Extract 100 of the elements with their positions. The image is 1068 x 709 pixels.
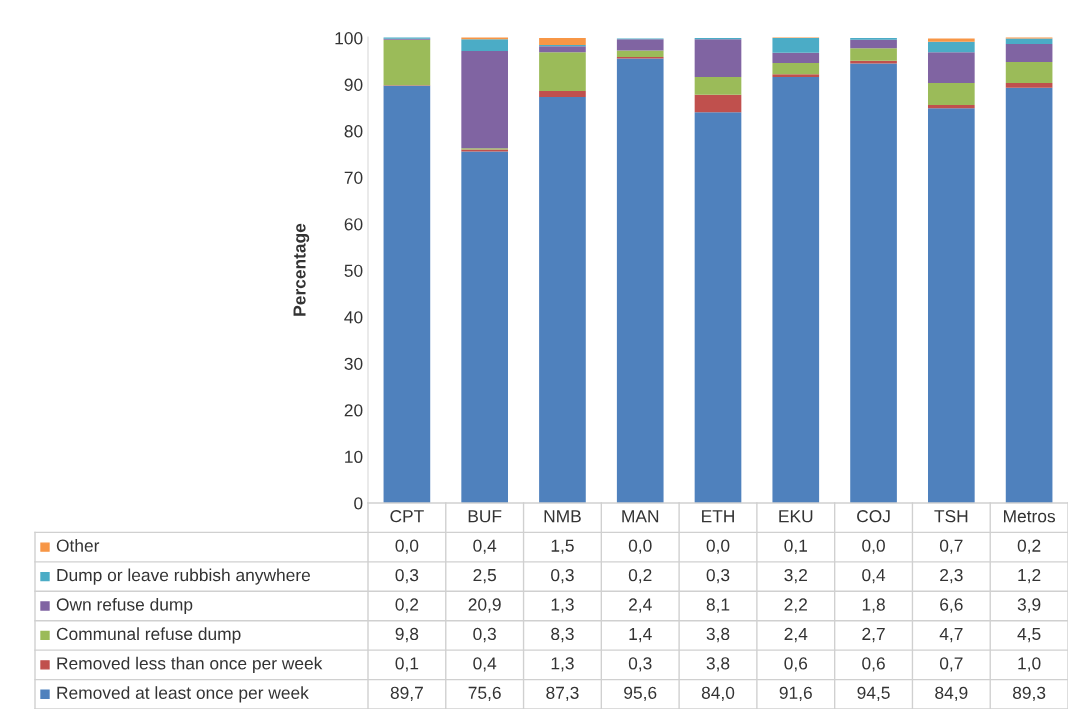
data-label: 2,3	[940, 568, 963, 584]
data-label: 6,6	[940, 598, 963, 613]
data-label: 0,4	[862, 568, 886, 584]
data-label: 2,2	[784, 598, 807, 613]
bar	[928, 41, 975, 53]
y-tick-label: 100	[335, 32, 363, 45]
y-tick-label: 0	[354, 497, 363, 510]
data-label: 4,7	[939, 627, 963, 643]
y-tick-label: 50	[344, 264, 363, 277]
data-label: 0,1	[784, 539, 807, 554]
x-tick-label: BUF	[468, 510, 502, 523]
data-label: 91,6	[779, 686, 812, 701]
legend-label: Dump or leave rubbish anywhere	[57, 568, 310, 585]
bar	[539, 46, 586, 53]
data-label: 0,3	[628, 657, 652, 672]
y-tick-label: 30	[344, 357, 363, 370]
data-label: 89,3	[1012, 686, 1046, 701]
bar	[383, 39, 431, 86]
data-label: 1,2	[1018, 568, 1041, 584]
data-label: 1,3	[551, 657, 574, 672]
legend-label: Removed at least once per week	[57, 686, 309, 703]
data-label: 20,9	[468, 598, 501, 613]
data-label: 0,6	[784, 657, 808, 672]
x-tick-label: EKU	[779, 510, 813, 523]
bar	[1005, 83, 1053, 88]
legend-label: Communal refuse dump	[56, 627, 241, 644]
bar	[694, 77, 742, 95]
data-label: 1,5	[551, 539, 574, 554]
data-label: 3,9	[1017, 598, 1041, 613]
bar	[539, 96, 586, 503]
bar	[616, 58, 664, 503]
data-label: 2,7	[862, 627, 885, 643]
data-label: 1,3	[551, 598, 574, 613]
bar	[850, 63, 897, 503]
data-label: 0,3	[395, 568, 419, 584]
bar	[1005, 62, 1053, 84]
data-label: 2,4	[784, 627, 808, 643]
data-label: 1,8	[862, 598, 885, 613]
data-label: 89,7	[390, 686, 423, 701]
bar	[772, 77, 820, 503]
bar	[694, 94, 742, 113]
bar	[1005, 38, 1053, 44]
x-tick-label: ETH	[702, 510, 734, 523]
bar	[850, 39, 897, 49]
data-label: 8,1	[706, 598, 730, 613]
y-tick-label: 10	[345, 450, 363, 463]
y-tick-label: 90	[344, 78, 363, 91]
data-label: 3,8	[706, 627, 730, 643]
bar	[928, 83, 975, 105]
bar	[1005, 43, 1053, 63]
data-label: 4,5	[1017, 627, 1041, 643]
data-label: 3,2	[784, 568, 807, 584]
data-label: 0,0	[706, 539, 730, 554]
y-tick-label: 60	[344, 218, 363, 231]
bar	[772, 63, 820, 75]
bar	[1005, 87, 1053, 503]
bar	[850, 48, 897, 61]
bar	[461, 50, 508, 149]
y-tick-label: 20	[344, 404, 363, 417]
data-label: 95,6	[624, 686, 657, 701]
bar	[461, 151, 508, 503]
data-label: 0,3	[473, 627, 496, 643]
data-label: 0,3	[551, 568, 574, 584]
y-tick-label: 80	[344, 125, 363, 138]
bar	[928, 104, 975, 109]
data-label: 0,0	[395, 539, 419, 554]
bar	[694, 39, 742, 77]
data-label: 2,5	[473, 568, 497, 584]
data-label: 0,6	[862, 657, 885, 672]
data-label: 0,2	[1017, 539, 1041, 554]
x-tick-label: Metros	[1004, 510, 1056, 523]
bar	[694, 112, 742, 503]
data-label: 0,1	[395, 657, 419, 672]
data-label: 0,7	[939, 657, 963, 672]
data-label: 94,5	[857, 686, 890, 701]
bar	[928, 38, 975, 42]
y-axis-title: Percentage	[293, 223, 310, 316]
bar	[772, 74, 820, 77]
bar	[616, 39, 664, 51]
data-label: 87,3	[546, 686, 579, 701]
data-label: 2,4	[629, 598, 652, 613]
data-label: 0,7	[939, 539, 963, 554]
data-label: 0,2	[628, 568, 652, 584]
data-label: 84,9	[935, 686, 968, 701]
data-label: 3,8	[706, 657, 730, 672]
data-label: 0,3	[706, 568, 730, 584]
x-tick-label: TSH	[934, 510, 968, 523]
data-label: 0,4	[473, 657, 497, 672]
y-tick-label: 70	[344, 171, 363, 184]
bar	[850, 60, 897, 64]
legend-label: Own refuse dump	[56, 597, 193, 615]
data-label: 1,4	[629, 627, 652, 643]
data-label: 0,0	[862, 539, 885, 554]
bar	[383, 85, 431, 503]
bar	[772, 52, 820, 64]
y-tick-label: 40	[344, 311, 363, 324]
data-label: 1,0	[1018, 657, 1041, 672]
bar	[461, 39, 508, 51]
bar	[539, 52, 586, 91]
data-label: 75,6	[468, 686, 501, 701]
